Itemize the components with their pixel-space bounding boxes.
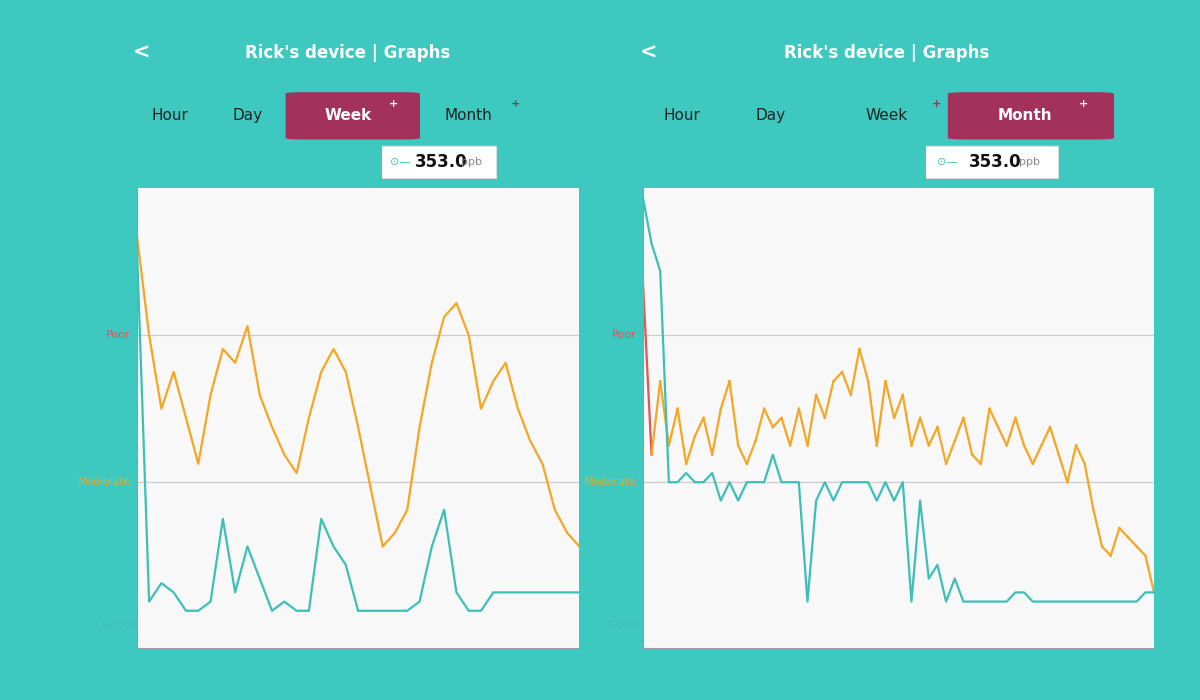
Text: 353.0: 353.0 bbox=[415, 153, 468, 171]
Text: +: + bbox=[511, 99, 521, 109]
Text: ⊙—: ⊙— bbox=[937, 157, 958, 167]
FancyBboxPatch shape bbox=[925, 146, 1058, 178]
Text: Rick's device | Graphs: Rick's device | Graphs bbox=[245, 43, 451, 62]
Text: ⊙—: ⊙— bbox=[390, 157, 410, 167]
Text: Week: Week bbox=[865, 108, 908, 123]
Text: Good: Good bbox=[102, 620, 131, 629]
Text: Good: Good bbox=[607, 620, 637, 629]
Text: Poor: Poor bbox=[612, 330, 637, 340]
Text: +: + bbox=[389, 99, 398, 109]
Text: 353.0: 353.0 bbox=[968, 153, 1021, 171]
Text: Month: Month bbox=[998, 108, 1052, 123]
Text: <: < bbox=[640, 43, 658, 62]
FancyBboxPatch shape bbox=[948, 92, 1114, 139]
Text: ppb: ppb bbox=[461, 157, 482, 167]
Text: Rick's device | Graphs: Rick's device | Graphs bbox=[784, 43, 990, 62]
Text: Poor: Poor bbox=[107, 330, 131, 340]
Text: Day: Day bbox=[755, 108, 786, 123]
Text: Hour: Hour bbox=[152, 108, 188, 123]
FancyBboxPatch shape bbox=[286, 92, 420, 139]
Text: +: + bbox=[932, 99, 941, 109]
Text: ppb: ppb bbox=[1019, 157, 1040, 167]
FancyBboxPatch shape bbox=[382, 146, 497, 178]
Text: <: < bbox=[133, 43, 150, 62]
Text: Moderate: Moderate bbox=[78, 477, 131, 487]
Text: Moderate: Moderate bbox=[583, 477, 637, 487]
Text: Month: Month bbox=[444, 108, 492, 123]
Text: Day: Day bbox=[232, 108, 263, 123]
Text: Week: Week bbox=[324, 108, 372, 123]
Text: Hour: Hour bbox=[664, 108, 700, 123]
Text: +: + bbox=[1079, 99, 1088, 109]
